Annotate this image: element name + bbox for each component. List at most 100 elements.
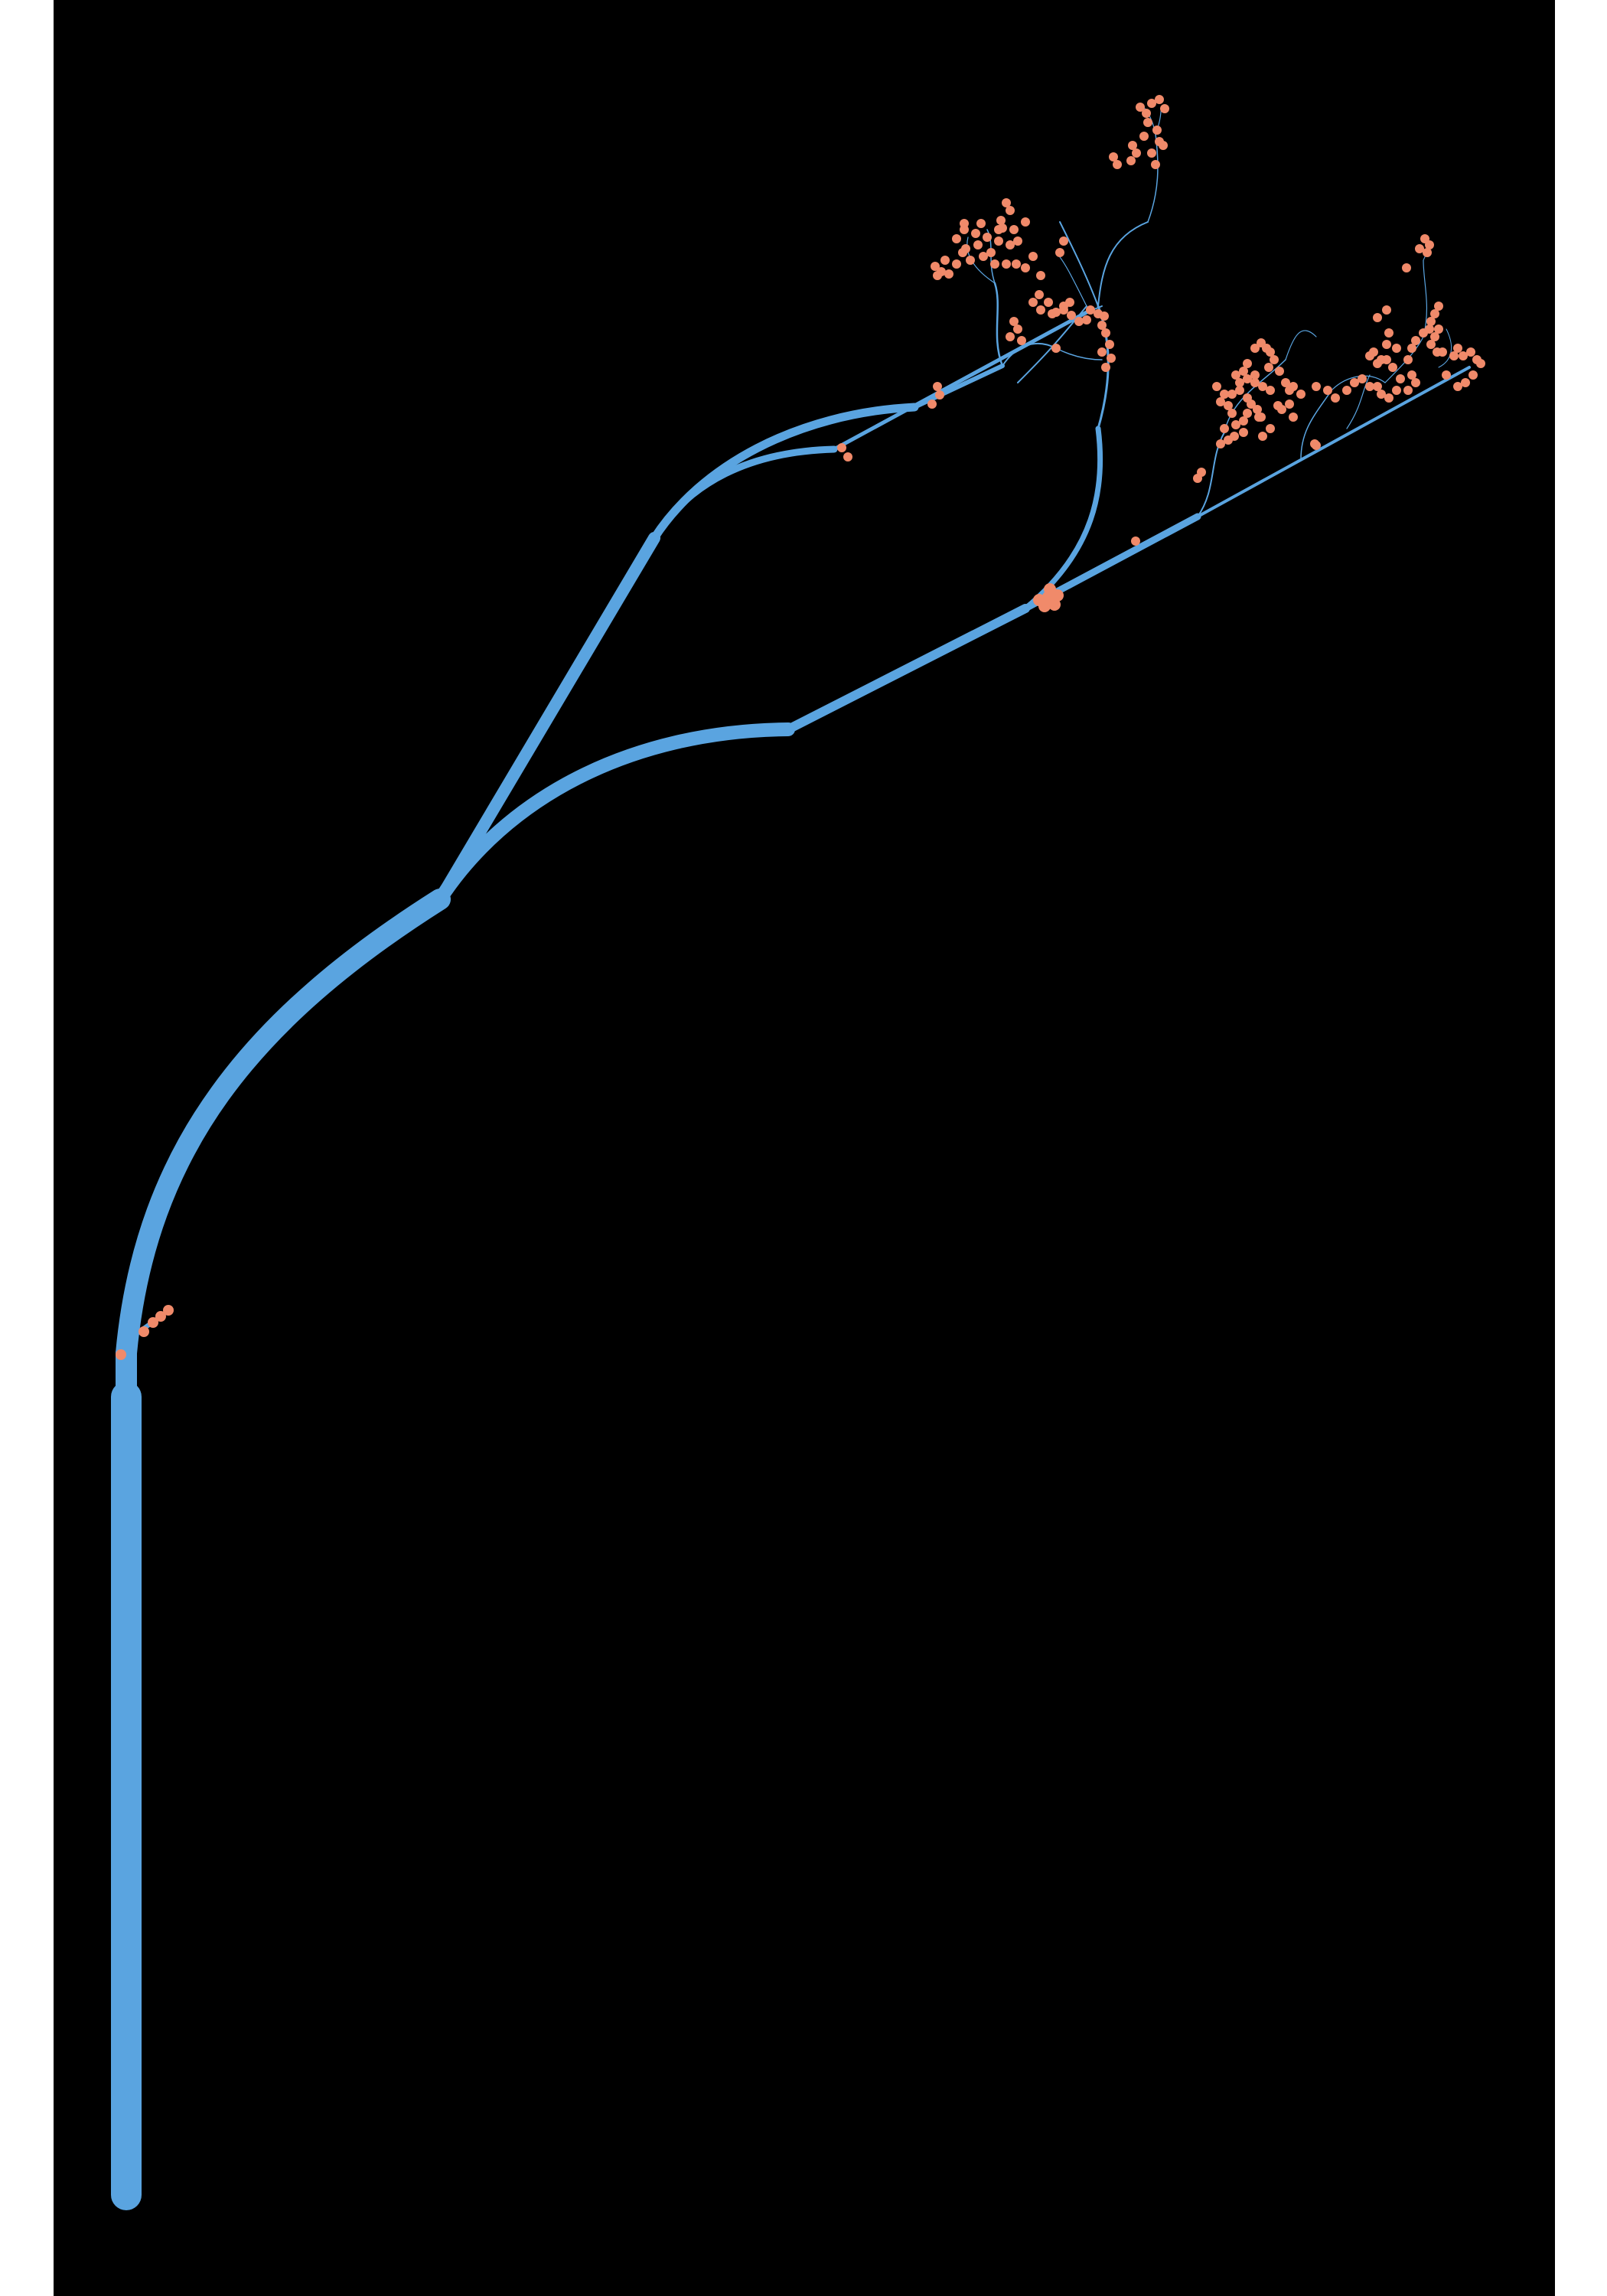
blossom-icon — [1266, 386, 1275, 395]
blossom-icon — [1035, 290, 1044, 299]
blossom-icon — [973, 240, 983, 249]
blossom-icon — [1051, 344, 1061, 353]
blossom-icon — [1017, 336, 1026, 345]
blossom-icon — [994, 236, 1003, 246]
blossom-icon — [1147, 99, 1156, 108]
blossom-icon — [1426, 317, 1436, 326]
blossom-icon — [944, 269, 953, 279]
blossom-icon — [1136, 103, 1145, 112]
blossom-icon — [1275, 367, 1284, 376]
blossom-icon — [1036, 271, 1045, 280]
blossom-icon — [1310, 439, 1319, 448]
blossom-icon — [1373, 382, 1382, 391]
blossom-icon — [1266, 347, 1275, 357]
blossom-icon — [1323, 386, 1332, 395]
blossom-icon — [1239, 416, 1248, 426]
blossom-icon — [979, 252, 988, 261]
blossom-icon — [986, 248, 996, 257]
blossom-icon — [1109, 152, 1118, 161]
blossom-icon — [1250, 378, 1260, 387]
blossom-icon — [1449, 351, 1459, 360]
blossom-icon — [1438, 347, 1447, 357]
branch — [116, 889, 451, 1364]
blossom-icon — [1407, 344, 1416, 353]
blossom-icon — [966, 256, 975, 265]
branch — [1438, 328, 1452, 368]
blossom-icon — [1430, 309, 1439, 318]
blossom-icon — [1100, 311, 1109, 321]
branch — [650, 445, 838, 542]
blossom-icon — [1231, 370, 1240, 380]
blossom-icon — [1415, 244, 1424, 253]
blossom-icon — [1331, 393, 1340, 403]
blossom-icon — [1012, 259, 1021, 269]
blossom-icon — [1006, 240, 1015, 249]
blossom-icon — [1430, 332, 1439, 341]
blossom-icon — [990, 259, 999, 269]
blossom-icon — [1289, 382, 1298, 391]
blossom-icon — [1082, 315, 1091, 325]
blossom-icon — [1074, 317, 1084, 326]
branch — [993, 282, 1004, 367]
blossom-icon — [1107, 354, 1116, 363]
branch — [1346, 374, 1371, 429]
blossom-icon — [1021, 263, 1030, 272]
blossom-icon — [1013, 325, 1022, 334]
blossom-icon — [1270, 355, 1279, 364]
blossom-icon — [1006, 332, 1015, 341]
artwork-canvas — [54, 0, 1555, 2296]
blossom-icon — [1002, 198, 1011, 207]
branch — [912, 364, 1005, 409]
blossom-icon — [927, 400, 937, 409]
blossom-icon — [1009, 317, 1019, 326]
blossom-icon — [1384, 328, 1393, 338]
blossom-icon — [1216, 397, 1225, 406]
blossom-icon — [1442, 370, 1451, 380]
blossom-icon — [1289, 413, 1298, 422]
blossom-icon — [952, 234, 961, 243]
blossom-icon — [1139, 132, 1149, 141]
blossom-icon — [1028, 298, 1038, 307]
blossom-icon — [976, 219, 986, 228]
blossom-icon — [1160, 104, 1169, 113]
blossom-icon — [1197, 468, 1206, 477]
blossom-icon — [1142, 109, 1151, 118]
blossom-icon — [1420, 234, 1429, 243]
blossom-icon — [1350, 378, 1359, 387]
blossom-icon — [1264, 363, 1273, 372]
branch — [1059, 221, 1099, 307]
blossom-icon — [1132, 148, 1141, 158]
blossom-icon — [1382, 305, 1391, 315]
blossom-icon — [1403, 386, 1413, 395]
blossom-icon — [1407, 370, 1416, 380]
branch — [832, 310, 1089, 452]
blossom-icon — [1425, 325, 1434, 334]
blossom-icon — [1143, 118, 1152, 127]
blossom-icon — [1220, 424, 1229, 433]
blossom-icon — [1212, 382, 1221, 391]
blossom-icon — [1461, 378, 1470, 387]
branch — [1423, 259, 1428, 338]
branch — [1097, 221, 1149, 307]
blossom-icon — [1434, 302, 1443, 311]
blossom-icon — [994, 225, 1003, 234]
blossom-icon — [1434, 325, 1443, 334]
blossom-icon — [1131, 536, 1140, 546]
blossom-icon — [1392, 386, 1401, 395]
blossom-icon — [148, 1317, 158, 1328]
blossom-icon — [983, 233, 992, 242]
blossom-icon — [1277, 405, 1286, 414]
blossom-icon — [1006, 206, 1015, 215]
branch — [433, 722, 795, 906]
blossom-icon — [933, 271, 942, 280]
blossom-icon — [1227, 409, 1237, 418]
blossom-icon — [1423, 248, 1432, 257]
blossom-icon — [1105, 340, 1114, 349]
blossom-icon — [1285, 400, 1294, 409]
blossom-icon — [1243, 374, 1252, 383]
blossom-icon — [1342, 386, 1351, 395]
blossom-icon — [1411, 378, 1420, 387]
blossom-icon — [1152, 126, 1162, 135]
blossom-icon — [1296, 390, 1305, 399]
blossom-icon — [1097, 321, 1107, 330]
